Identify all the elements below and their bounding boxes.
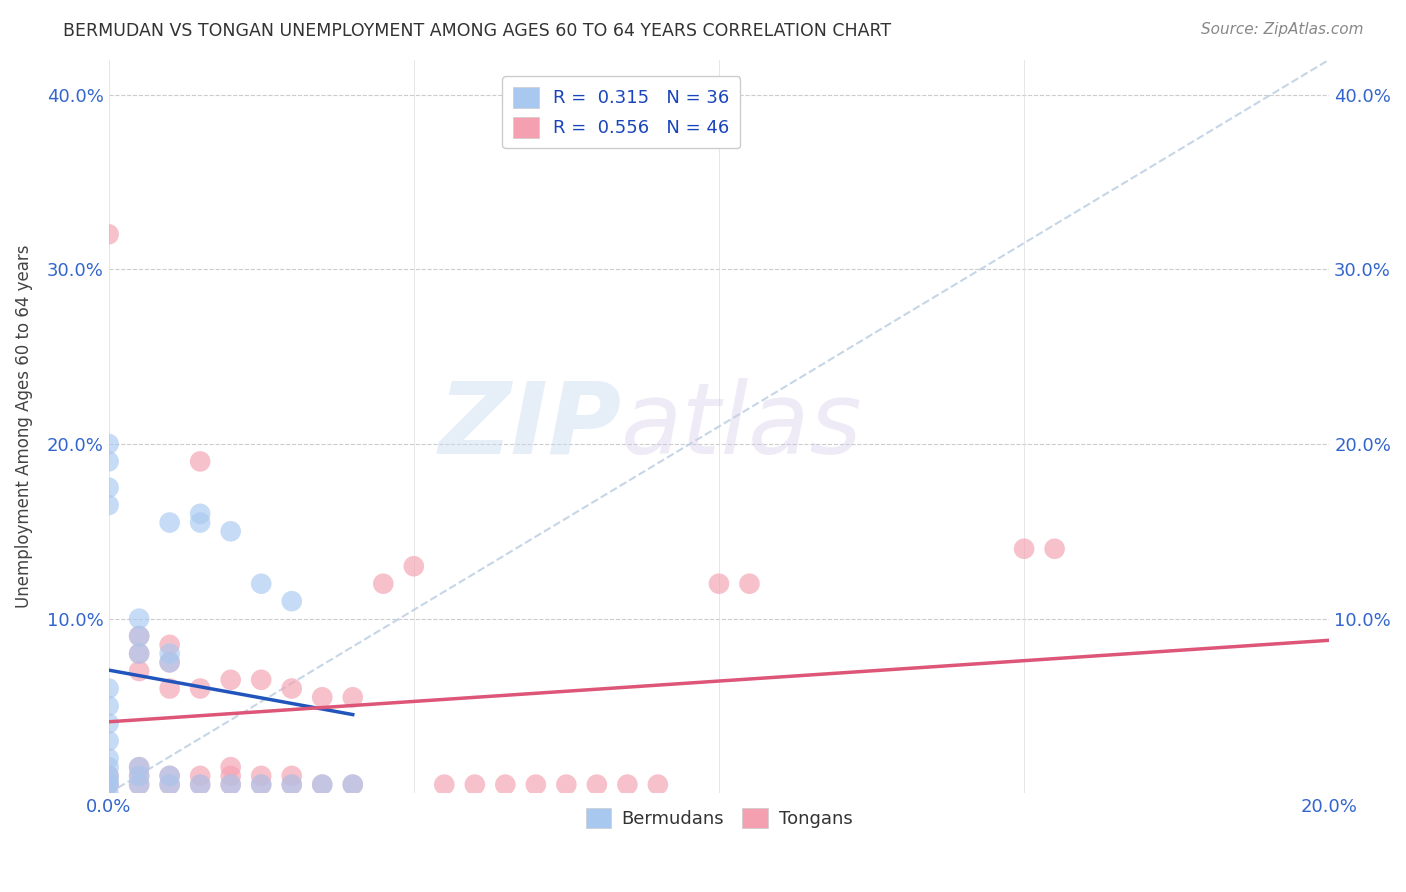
Point — [188, 681, 211, 696]
Point — [159, 778, 181, 792]
Point — [97, 774, 120, 789]
Point — [250, 778, 273, 792]
Point — [188, 769, 211, 783]
Point — [250, 673, 273, 687]
Text: BERMUDAN VS TONGAN UNEMPLOYMENT AMONG AGES 60 TO 64 YEARS CORRELATION CHART: BERMUDAN VS TONGAN UNEMPLOYMENT AMONG AG… — [63, 22, 891, 40]
Point — [342, 778, 364, 792]
Point — [219, 778, 242, 792]
Point — [188, 454, 211, 468]
Point — [342, 778, 364, 792]
Point — [311, 690, 333, 705]
Point — [128, 778, 150, 792]
Point — [159, 681, 181, 696]
Point — [97, 698, 120, 713]
Point — [280, 594, 302, 608]
Point — [738, 576, 761, 591]
Point — [159, 656, 181, 670]
Text: Source: ZipAtlas.com: Source: ZipAtlas.com — [1201, 22, 1364, 37]
Point — [647, 778, 669, 792]
Point — [97, 769, 120, 783]
Point — [128, 629, 150, 643]
Point — [128, 760, 150, 774]
Point — [159, 769, 181, 783]
Legend: Bermudans, Tongans: Bermudans, Tongans — [578, 800, 859, 836]
Point — [97, 778, 120, 792]
Point — [128, 664, 150, 678]
Point — [311, 778, 333, 792]
Point — [97, 481, 120, 495]
Point — [280, 778, 302, 792]
Point — [128, 629, 150, 643]
Point — [97, 437, 120, 451]
Point — [128, 760, 150, 774]
Point — [188, 778, 211, 792]
Point — [97, 681, 120, 696]
Point — [586, 778, 609, 792]
Point — [97, 454, 120, 468]
Point — [159, 778, 181, 792]
Point — [128, 769, 150, 783]
Point — [373, 576, 395, 591]
Point — [250, 769, 273, 783]
Point — [159, 516, 181, 530]
Point — [128, 778, 150, 792]
Point — [159, 638, 181, 652]
Point — [311, 778, 333, 792]
Point — [159, 656, 181, 670]
Point — [555, 778, 578, 792]
Point — [616, 778, 638, 792]
Point — [250, 576, 273, 591]
Text: atlas: atlas — [621, 378, 863, 475]
Point — [97, 786, 120, 800]
Point — [97, 716, 120, 731]
Point — [280, 769, 302, 783]
Point — [159, 769, 181, 783]
Point — [219, 760, 242, 774]
Point — [219, 673, 242, 687]
Point — [159, 647, 181, 661]
Point — [1012, 541, 1035, 556]
Point — [97, 751, 120, 765]
Point — [707, 576, 730, 591]
Point — [188, 507, 211, 521]
Point — [128, 612, 150, 626]
Point — [219, 524, 242, 539]
Point — [97, 498, 120, 512]
Point — [250, 778, 273, 792]
Point — [494, 778, 516, 792]
Point — [128, 769, 150, 783]
Point — [188, 778, 211, 792]
Point — [280, 778, 302, 792]
Point — [97, 769, 120, 783]
Text: ZIP: ZIP — [439, 378, 621, 475]
Point — [128, 647, 150, 661]
Point — [464, 778, 486, 792]
Point — [342, 690, 364, 705]
Point — [1043, 541, 1066, 556]
Point — [524, 778, 547, 792]
Point — [433, 778, 456, 792]
Y-axis label: Unemployment Among Ages 60 to 64 years: Unemployment Among Ages 60 to 64 years — [15, 244, 32, 608]
Point — [219, 778, 242, 792]
Point — [402, 559, 425, 574]
Point — [97, 227, 120, 242]
Point — [280, 681, 302, 696]
Point — [188, 516, 211, 530]
Point — [97, 734, 120, 748]
Point — [219, 769, 242, 783]
Point — [97, 760, 120, 774]
Point — [128, 647, 150, 661]
Point — [97, 778, 120, 792]
